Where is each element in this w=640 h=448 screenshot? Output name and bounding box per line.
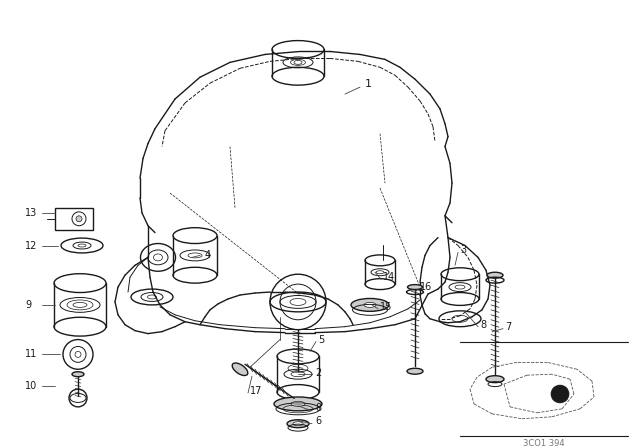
Text: 13: 13 [25, 208, 37, 218]
Text: 6: 6 [315, 416, 321, 426]
Text: 2: 2 [315, 368, 321, 378]
Ellipse shape [351, 298, 389, 311]
Text: 1: 1 [365, 79, 372, 89]
Ellipse shape [408, 284, 422, 289]
Text: 14: 14 [383, 272, 396, 282]
Text: 11: 11 [25, 349, 37, 359]
Ellipse shape [293, 422, 303, 426]
Ellipse shape [407, 368, 423, 374]
Ellipse shape [72, 372, 84, 377]
Text: 15: 15 [380, 302, 392, 312]
Text: 12: 12 [25, 241, 37, 250]
Ellipse shape [487, 272, 503, 278]
Text: 3: 3 [460, 246, 466, 255]
Circle shape [76, 216, 82, 222]
Text: 7: 7 [505, 322, 511, 332]
Ellipse shape [274, 397, 322, 411]
Text: 9: 9 [25, 300, 31, 310]
Text: 5: 5 [318, 335, 324, 345]
Ellipse shape [486, 376, 504, 383]
Ellipse shape [232, 363, 248, 375]
Ellipse shape [364, 302, 376, 307]
Text: 3CO1 394: 3CO1 394 [523, 439, 565, 448]
Ellipse shape [287, 420, 309, 428]
Bar [55, 208, 93, 230]
Text: 4: 4 [205, 250, 211, 260]
Text: 8: 8 [315, 403, 321, 413]
Text: 17: 17 [250, 386, 262, 396]
Text: 10: 10 [25, 381, 37, 391]
Ellipse shape [291, 401, 305, 406]
Text: 16: 16 [420, 282, 432, 292]
Circle shape [551, 385, 569, 403]
Text: 8: 8 [480, 320, 486, 330]
